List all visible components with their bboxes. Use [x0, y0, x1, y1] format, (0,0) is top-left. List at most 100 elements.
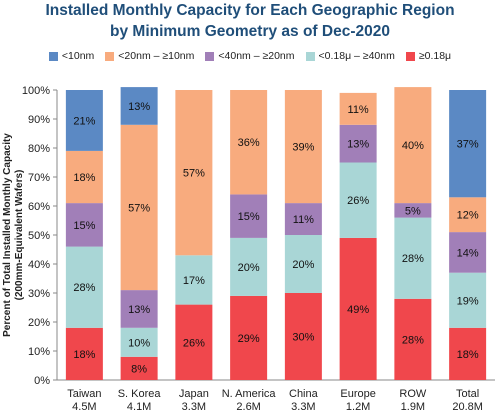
bar-segment [339, 124, 377, 163]
bar-segment [120, 327, 158, 357]
data-label: 49% [347, 304, 369, 316]
y-tick-label: 20% [28, 317, 50, 329]
data-label: 18% [73, 172, 95, 184]
data-label: 57% [128, 202, 150, 214]
x-tick-label: China [289, 388, 319, 400]
data-label: 26% [347, 195, 369, 207]
data-label: 15% [73, 220, 95, 232]
legend-swatch [305, 51, 315, 61]
bar-segment [120, 87, 158, 125]
bar-segment [230, 237, 268, 296]
bar-segment [284, 293, 322, 380]
bar-segment [394, 203, 432, 218]
bar-segment [394, 217, 432, 299]
x-tick-sublabel: 4.1M [127, 401, 151, 412]
data-label: 20% [292, 259, 314, 271]
legend: <10nm <20nm – ≥10nm <40nm – ≥20nm <0.18μ – … [0, 50, 500, 62]
data-label: 13% [128, 304, 150, 316]
legend-label: <40nm – ≥20nm [218, 50, 295, 62]
data-label: 20% [238, 262, 260, 274]
data-label: 19% [457, 295, 479, 307]
bar-segment [120, 124, 158, 291]
legend-item: <20nm – ≥10nm [105, 50, 194, 62]
bar-segment [65, 90, 103, 151]
data-label: 57% [183, 168, 205, 180]
data-label: 39% [292, 142, 314, 154]
data-label: 40% [402, 140, 424, 152]
bar-segment [394, 298, 432, 380]
data-label: 21% [73, 115, 95, 127]
bar-segment [339, 92, 377, 125]
data-label: 8% [131, 363, 147, 375]
bar-segment [65, 327, 103, 380]
data-label: 37% [457, 139, 479, 151]
bar-segment [120, 290, 158, 328]
data-label: 12% [457, 210, 479, 222]
data-label: 18% [457, 349, 479, 361]
bar-segment [449, 232, 487, 273]
x-tick-label: Japan [179, 388, 209, 400]
x-tick-label: S. Korea [118, 388, 162, 400]
bar-segment [449, 272, 487, 328]
y-tick-label: 50% [28, 230, 50, 242]
x-tick-sublabel: 3.3M [182, 401, 206, 412]
bar-segment [175, 90, 213, 256]
data-label: 17% [183, 275, 205, 287]
legend-swatch [105, 51, 115, 61]
bar-segment [394, 87, 432, 204]
chart-title-line-1: Installed Monthly Capacity for Each Geog… [45, 2, 455, 19]
y-tick-label: 0% [34, 375, 50, 387]
x-tick-label: Taiwan [67, 388, 101, 400]
bar-segment [230, 295, 268, 380]
y-tick-label: 90% [28, 114, 50, 126]
legend-label: ≥0.18μ [418, 50, 452, 62]
legend-item: <10nm [48, 50, 94, 62]
x-tick-sublabel: 2.6M [236, 401, 260, 412]
bar-segment [284, 235, 322, 293]
x-tick-label: Total [456, 388, 479, 400]
bar-segment [120, 356, 158, 380]
data-label: 13% [128, 101, 150, 113]
y-tick-label: 60% [28, 201, 50, 213]
data-label: 28% [402, 334, 424, 346]
chart-title-line-2: by Minimum Geometry as of Dec-2020 [110, 23, 390, 40]
data-label: 13% [347, 139, 369, 151]
data-label: 26% [183, 337, 205, 349]
data-label: 15% [238, 211, 260, 223]
y-tick-label: 10% [28, 346, 50, 358]
y-tick-label: 30% [28, 288, 50, 300]
x-tick-sublabel: 3.3M [291, 401, 315, 412]
data-label: 11% [348, 104, 369, 116]
bar-segment [449, 90, 487, 198]
legend-item: ≥0.18μ [405, 50, 452, 62]
x-tick-sublabel: 4.5M [72, 401, 96, 412]
bar-segment [65, 203, 103, 247]
x-tick-label: Europe [340, 388, 375, 400]
legend-swatch [405, 51, 415, 61]
bar-segment [339, 237, 377, 380]
data-label: 18% [73, 349, 95, 361]
legend-label: <0.18μ – ≥40nm [318, 50, 395, 62]
bar-segment [65, 150, 103, 204]
chart-title: Installed Monthly Capacity for Each Geog… [0, 0, 500, 42]
legend-swatch [205, 51, 215, 61]
x-tick-label: ROW [399, 388, 427, 400]
bar-segment [284, 203, 322, 235]
bar-segment [284, 90, 322, 204]
data-label: 14% [457, 247, 479, 259]
bar-segment [65, 246, 103, 328]
bar-segment [339, 162, 377, 238]
y-tick-label: 70% [28, 172, 50, 184]
bar-segment [230, 194, 268, 238]
bar-segment [230, 90, 268, 195]
data-label: 30% [292, 332, 314, 344]
y-tick-label: 40% [28, 259, 50, 271]
x-tick-sublabel: 1.9M [401, 401, 425, 412]
legend-label: <20nm – ≥10nm [118, 50, 195, 62]
legend-swatch [48, 51, 58, 61]
data-label: 10% [128, 337, 150, 349]
data-label: 29% [238, 333, 260, 345]
data-label: 28% [73, 282, 95, 294]
legend-item: <0.18μ – ≥40nm [305, 50, 395, 62]
data-label: 28% [402, 253, 424, 265]
